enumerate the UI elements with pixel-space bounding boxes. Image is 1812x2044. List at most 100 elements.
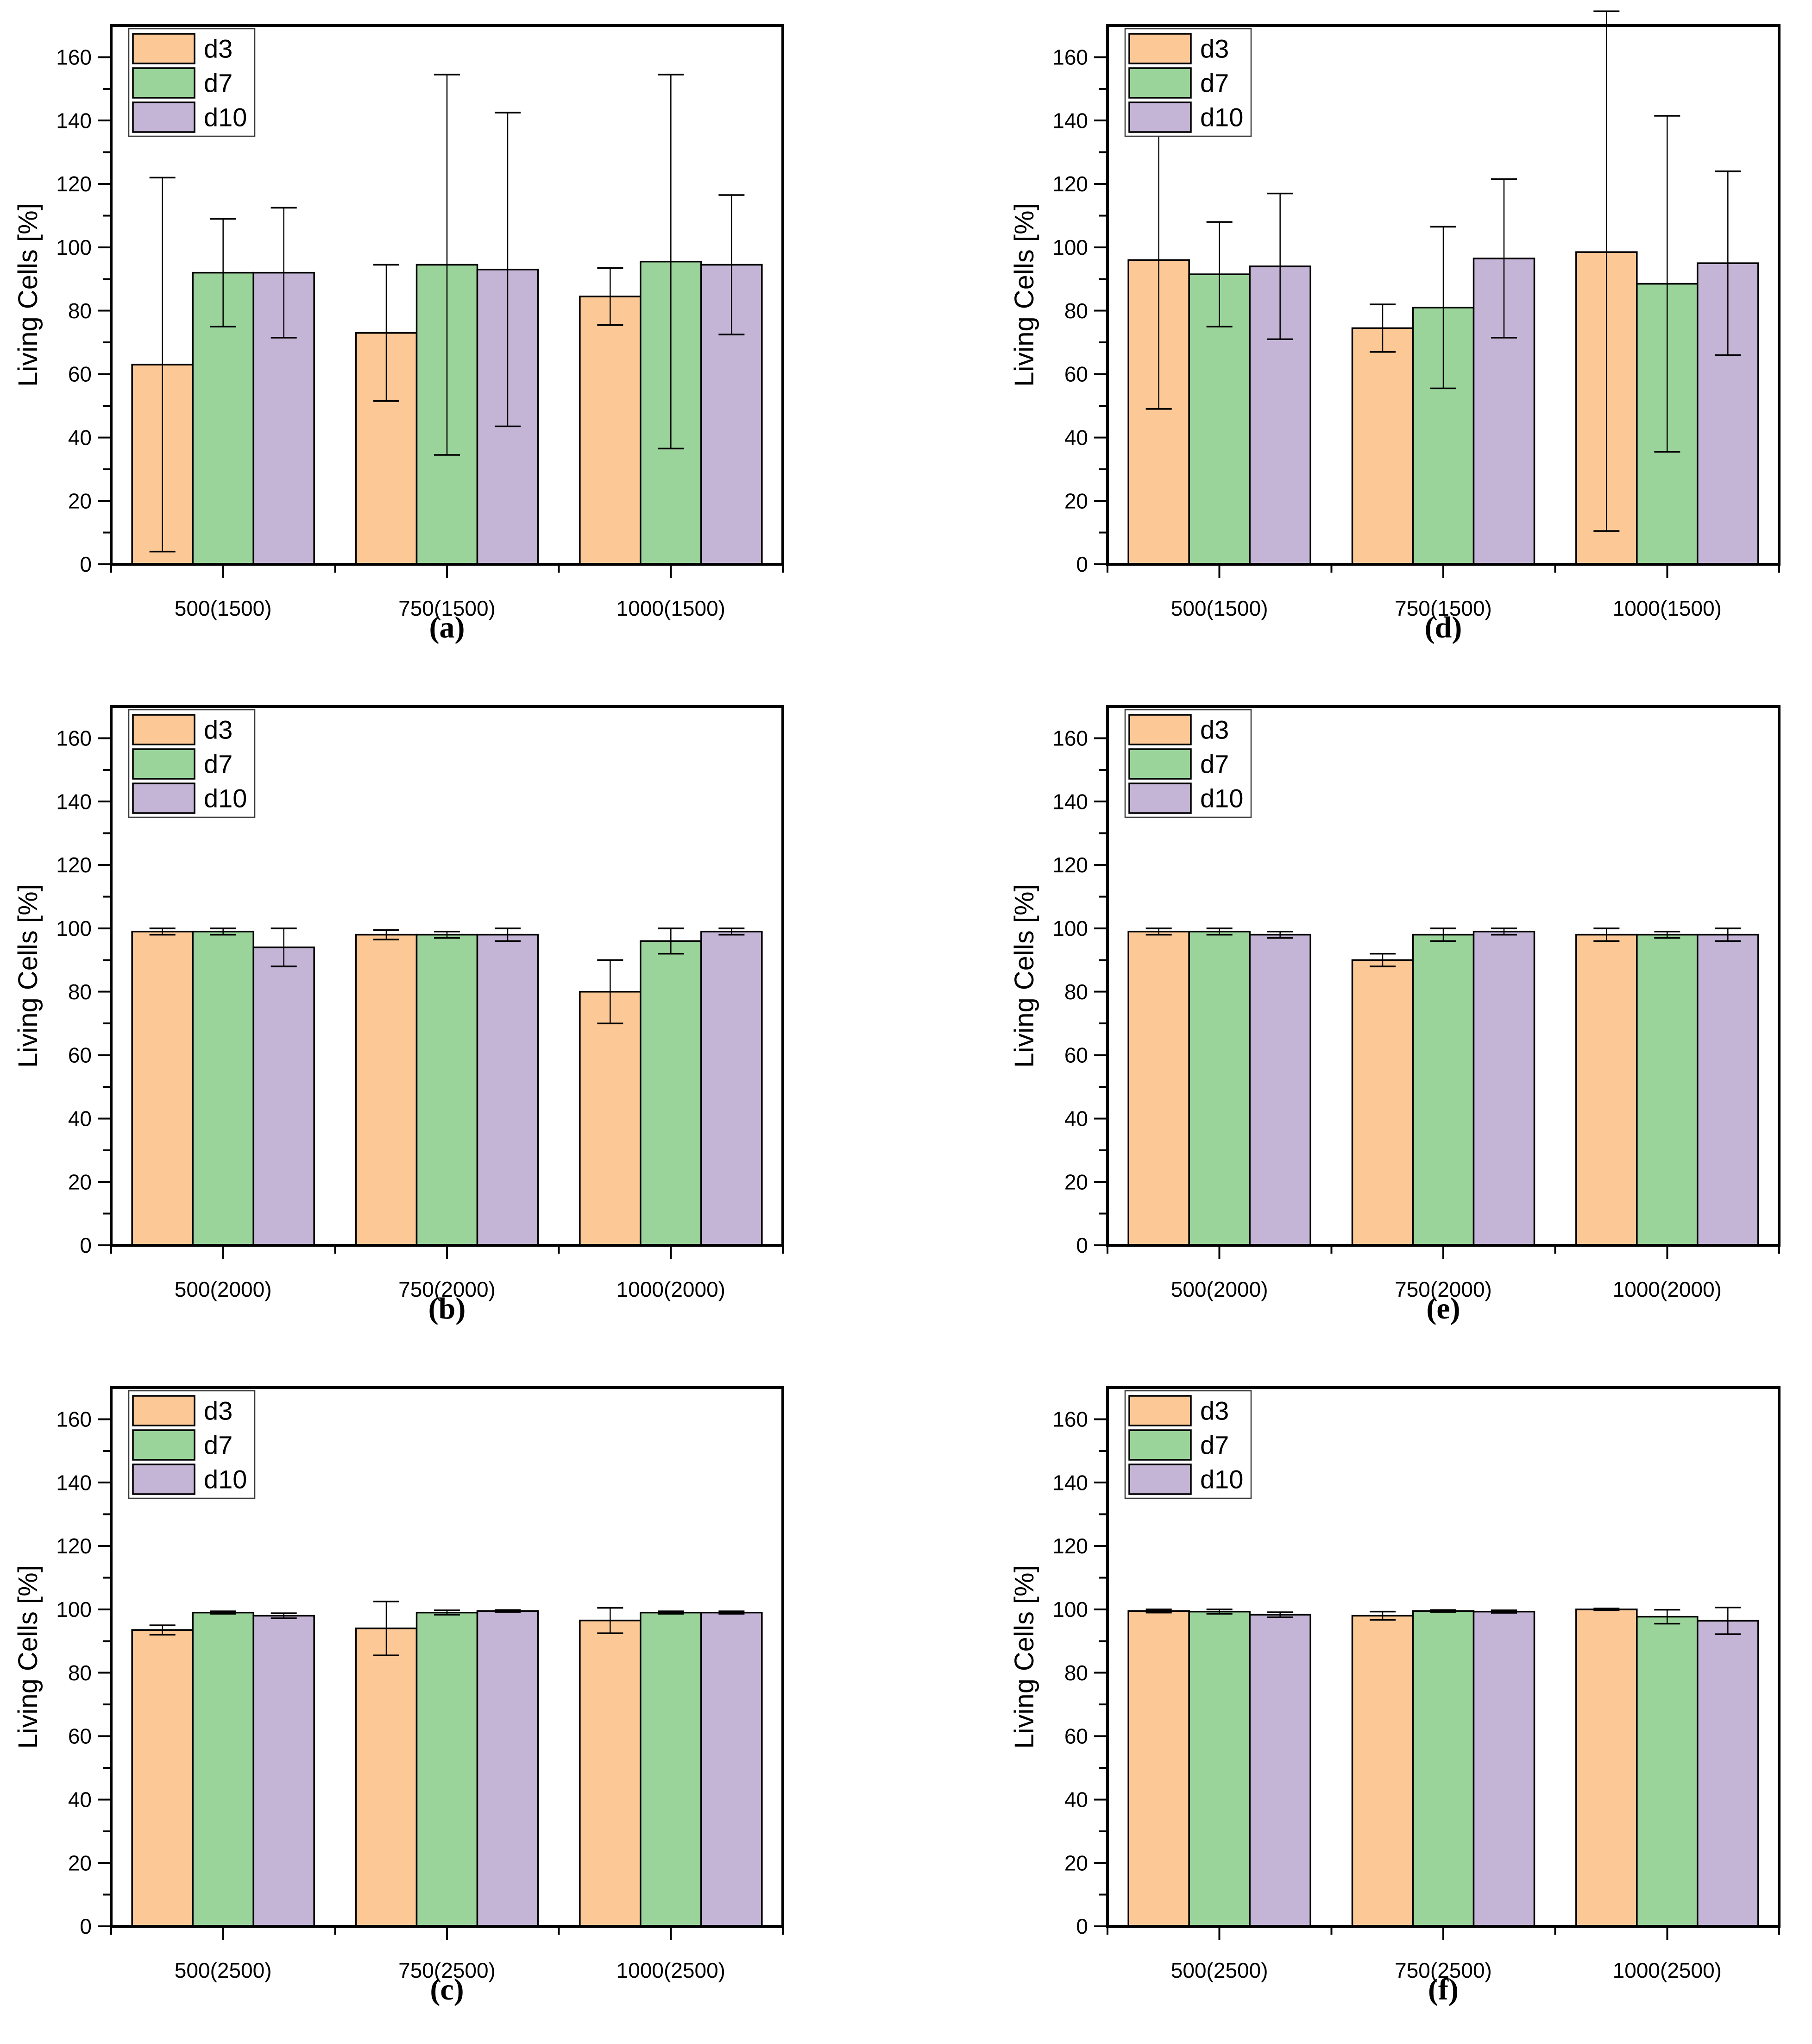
y-axis: 0 20 40 60 80 100 120 140 160 xyxy=(56,1407,110,1938)
error-bar-d3-750(2000) xyxy=(1370,953,1396,967)
error-bar-d3-1000(2000) xyxy=(597,959,623,1024)
y-tick-label: 80 xyxy=(1064,980,1088,1004)
error-bar-d7-1000(2500) xyxy=(1654,1609,1680,1625)
bar-d3-1000(1500) xyxy=(579,296,642,565)
legend-swatch-d10 xyxy=(132,1464,195,1495)
error-bar-d7-1000(2500) xyxy=(658,1610,684,1615)
bar-d3-500(2000) xyxy=(1127,930,1190,1246)
x-tick-label: 1000(2500) xyxy=(617,1958,725,1982)
error-bar-d7-1000(2000) xyxy=(1654,930,1680,939)
error-bar-d10-750(2000) xyxy=(495,927,521,942)
error-bar-d10-750(1500) xyxy=(1491,178,1517,339)
x-tick-label: 1000(1500) xyxy=(617,596,725,620)
y-tick-label: 140 xyxy=(56,1470,92,1495)
legend: d3 d7 d10 xyxy=(128,709,256,818)
chart-f-canvas: 0 20 40 60 80 100 120 140 160 Living Cells [%] 500… xyxy=(1009,1386,1781,1982)
error-bar-d7-500(2000) xyxy=(1206,927,1233,936)
bar-d10-750(2500) xyxy=(476,1610,539,1927)
bars-layer xyxy=(131,930,763,1246)
bar-d7-500(2000) xyxy=(1188,930,1251,1246)
y-axis-label: Living Cells [%] xyxy=(1009,884,1039,1067)
x-tick-label: 750(2500) xyxy=(398,1958,496,1982)
y-tick-label: 80 xyxy=(68,980,92,1004)
y-tick-label: 40 xyxy=(68,1787,92,1811)
error-bar-d3-1000(1500) xyxy=(597,267,623,326)
legend: d3 d7 d10 xyxy=(128,28,256,137)
y-tick-label: 160 xyxy=(1052,1407,1088,1432)
x-tick-label: 500(1500) xyxy=(1171,596,1268,620)
error-bar-d7-1000(1500) xyxy=(658,74,684,450)
error-bar-d10-500(2500) xyxy=(1267,1611,1293,1618)
legend-label-d10: d10 xyxy=(1200,103,1243,132)
legend-label-d3: d3 xyxy=(1200,715,1229,744)
y-tick-label: 60 xyxy=(68,1724,92,1748)
bar-d7-1000(2000) xyxy=(1636,934,1699,1246)
y-tick-label: 120 xyxy=(1052,853,1088,877)
y-tick-label: 0 xyxy=(1076,1233,1088,1257)
bar-d7-1000(2500) xyxy=(640,1611,702,1927)
y-axis-label: Living Cells [%] xyxy=(13,884,43,1067)
plot-frame xyxy=(1106,705,1781,1247)
legend-label-d7: d7 xyxy=(1200,69,1229,98)
error-bar-d3-750(2000) xyxy=(373,929,399,940)
y-tick-label: 0 xyxy=(1076,1914,1088,1938)
legend-swatch-d3 xyxy=(132,714,195,745)
x-axis: 500(2000) 750(2000) 1000(2000) xyxy=(110,1247,784,1301)
legend-swatch-d7 xyxy=(1128,67,1192,99)
error-bar-d7-500(1500) xyxy=(210,218,236,328)
legend-swatch-d10 xyxy=(1128,782,1192,814)
x-axis: 500(2000) 750(2000) 1000(2000) xyxy=(1107,1247,1780,1301)
error-bar-d3-500(2500) xyxy=(1145,1609,1172,1614)
error-bar-d3-500(2000) xyxy=(1145,927,1172,936)
legend-label-d3: d3 xyxy=(204,1396,233,1426)
bar-d7-500(2500) xyxy=(192,1611,254,1927)
error-bar-d10-750(2500) xyxy=(495,1609,521,1613)
plot-frame xyxy=(110,24,784,566)
y-tick-label: 40 xyxy=(68,1106,92,1130)
bar-d10-1000(2500) xyxy=(700,1611,763,1927)
error-bar-d7-500(2500) xyxy=(210,1610,236,1615)
bar-d10-1000(2000) xyxy=(1697,934,1759,1246)
y-tick-label: 120 xyxy=(1052,1534,1088,1558)
x-axis: 500(1500) 750(1500) 1000(1500) xyxy=(110,566,784,620)
y-tick-label: 160 xyxy=(56,45,92,69)
y-tick-label: 20 xyxy=(68,489,92,513)
plot-frame xyxy=(110,1386,784,1928)
y-tick-label: 60 xyxy=(1064,362,1088,386)
error-bar-d10-500(2000) xyxy=(271,927,297,967)
error-bar-d10-1000(1500) xyxy=(718,194,745,335)
error-bar-d7-1000(1500) xyxy=(1654,115,1680,453)
chart-caption-c: (c) xyxy=(430,1973,464,2006)
bar-d10-500(2000) xyxy=(1249,934,1311,1246)
y-tick-label: 40 xyxy=(1064,425,1088,449)
bar-d7-750(2000) xyxy=(415,934,478,1246)
y-tick-label: 100 xyxy=(56,916,92,940)
y-tick-label: 160 xyxy=(1052,45,1088,69)
y-tick-label: 160 xyxy=(56,1407,92,1432)
error-bar-d7-750(2000) xyxy=(434,930,460,939)
bar-d10-500(2000) xyxy=(252,946,315,1246)
y-tick-label: 0 xyxy=(1076,552,1088,576)
legend-swatch-d3 xyxy=(132,33,195,64)
error-bar-d3-500(2000) xyxy=(149,927,176,936)
error-bars-layer xyxy=(149,1601,745,1656)
y-tick-label: 60 xyxy=(1064,1724,1088,1748)
y-tick-label: 140 xyxy=(1052,1470,1088,1495)
bar-d7-750(2500) xyxy=(415,1611,478,1927)
bar-d7-500(2000) xyxy=(192,930,254,1246)
error-bar-d3-1000(2000) xyxy=(1593,927,1620,942)
chart-panel-e: 0 20 40 60 80 100 120 140 160 Living Cells [%] 500… xyxy=(906,681,1812,1362)
chart-b-canvas: 0 20 40 60 80 100 120 140 160 Living Cells [%] 500… xyxy=(13,705,784,1301)
bar-d3-1000(2500) xyxy=(1575,1609,1638,1927)
chart-panel-b: 0 20 40 60 80 100 120 140 160 Living Cells [%] 500… xyxy=(0,681,906,1362)
plot-frame xyxy=(110,705,784,1247)
bar-d7-1000(2500) xyxy=(1636,1615,1699,1927)
legend-swatch-d7 xyxy=(132,748,195,780)
error-bars-layer xyxy=(1145,927,1741,967)
x-tick-label: 750(2000) xyxy=(1395,1277,1492,1301)
y-tick-label: 0 xyxy=(80,1914,92,1938)
error-bar-d10-1000(2500) xyxy=(718,1610,745,1615)
y-tick-label: 100 xyxy=(56,235,92,259)
legend-swatch-d3 xyxy=(132,1395,195,1426)
y-tick-label: 120 xyxy=(56,1534,92,1558)
